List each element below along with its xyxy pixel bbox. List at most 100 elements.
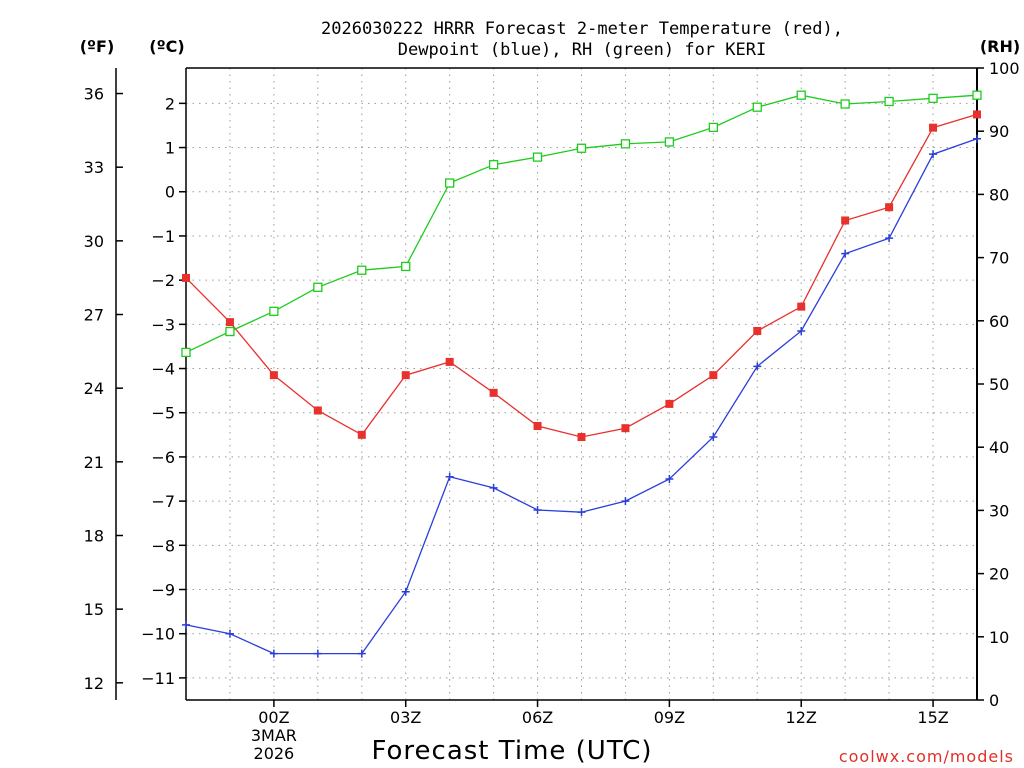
celsius-tick-label: −8 <box>151 536 175 555</box>
temperature-point <box>665 399 674 408</box>
fahrenheit-unit-label: (ºF) <box>80 37 115 56</box>
rh-tick-label: 90 <box>989 122 1009 141</box>
temperature-point <box>225 318 234 327</box>
x-tick-label: 03Z <box>390 708 421 727</box>
rh-tick-label: 40 <box>989 438 1009 457</box>
rh-point <box>445 178 455 188</box>
celsius-tick-label: −1 <box>151 227 175 246</box>
data-series <box>181 90 982 658</box>
temperature-point <box>401 371 410 380</box>
x-date-label: 2026 <box>254 744 295 763</box>
x-tick-label: 09Z <box>654 708 685 727</box>
celsius-unit-label: (ºC) <box>149 37 184 56</box>
celsius-tick-label: 0 <box>165 183 175 202</box>
temperature-point <box>797 302 806 311</box>
temperature-point <box>577 433 586 442</box>
gridlines <box>186 68 977 700</box>
rh-point <box>225 326 235 337</box>
celsius-tick-label: −5 <box>151 404 175 423</box>
rh-point <box>796 90 806 100</box>
rh-point <box>928 93 938 103</box>
fahrenheit-tick-label: 33 <box>84 158 104 177</box>
dewpoint-point <box>797 326 806 335</box>
temperature-point <box>973 110 981 119</box>
rh-point <box>181 347 191 358</box>
temperature-point <box>445 357 454 366</box>
dewpoint-point <box>357 649 366 658</box>
celsius-tick-label: −10 <box>141 625 175 644</box>
chart-title-line-2: Dewpoint (blue), RH (green) for KERI <box>398 40 766 60</box>
fahrenheit-tick-label: 15 <box>84 600 104 619</box>
celsius-tick-label: −4 <box>151 360 175 379</box>
dewpoint-point <box>445 472 454 481</box>
celsius-tick-label: 1 <box>165 139 175 158</box>
temperature-point <box>357 430 366 439</box>
temperature-point <box>709 371 718 380</box>
x-tick-label: 00Z <box>258 708 289 727</box>
celsius-tick-label: −7 <box>151 492 175 511</box>
credit-label: coolwx.com/models <box>839 747 1014 766</box>
temperature-line <box>185 113 978 438</box>
rh-point <box>752 102 762 112</box>
rh-unit-label: (RH) <box>980 37 1020 56</box>
dewpoint-point <box>929 150 938 159</box>
dewpoint-point <box>269 649 278 658</box>
temperature-point <box>313 406 322 415</box>
rh-point <box>488 160 499 170</box>
rh-point <box>664 137 675 147</box>
fahrenheit-tick-label: 27 <box>84 306 104 325</box>
dewpoint-point <box>841 249 850 258</box>
fahrenheit-tick-label: 18 <box>84 526 104 545</box>
fahrenheit-tick-label: 24 <box>84 379 104 398</box>
rh-point <box>708 122 718 133</box>
temperature-point <box>489 388 498 397</box>
axes: 210−1−2−3−4−5−6−7−8−9−10−113633302724211… <box>84 59 1020 763</box>
dewpoint-point <box>225 629 234 638</box>
rh-tick-label: 10 <box>989 628 1009 647</box>
temperature-point <box>841 216 850 225</box>
celsius-tick-label: −6 <box>151 448 175 467</box>
rh-point <box>972 90 982 100</box>
rh-tick-label: 0 <box>989 691 999 710</box>
fahrenheit-tick-label: 36 <box>84 85 104 104</box>
rh-point <box>620 139 631 149</box>
dewpoint-point <box>533 505 542 514</box>
chart-title-line-1: 2026030222 HRRR Forecast 2-meter Tempera… <box>321 19 843 39</box>
celsius-tick-label: 2 <box>165 94 175 113</box>
rh-point <box>269 306 279 316</box>
dewpoint-point <box>973 134 981 143</box>
dewpoint-point <box>753 362 762 371</box>
fahrenheit-tick-label: 30 <box>84 232 104 251</box>
dewpoint-point <box>709 433 718 442</box>
temperature-point <box>885 203 894 212</box>
temperature-point <box>269 371 278 380</box>
dewpoint-point <box>621 497 630 506</box>
celsius-tick-label: −3 <box>151 315 175 334</box>
fahrenheit-tick-label: 21 <box>84 453 104 472</box>
rh-tick-label: 80 <box>989 185 1009 204</box>
temperature-point <box>621 424 630 433</box>
rh-point <box>401 261 411 272</box>
rh-point <box>357 265 367 275</box>
rh-tick-label: 30 <box>989 501 1009 520</box>
rh-point <box>884 96 894 107</box>
rh-point <box>532 152 543 162</box>
dewpoint-point <box>489 483 498 492</box>
rh-tick-label: 70 <box>989 249 1009 268</box>
x-tick-label: 12Z <box>786 708 817 727</box>
celsius-tick-label: −2 <box>151 271 175 290</box>
rh-point <box>576 143 587 153</box>
dewpoint-point <box>182 620 190 629</box>
fahrenheit-tick-label: 12 <box>84 674 104 693</box>
x-tick-label: 15Z <box>917 708 948 727</box>
x-axis-title: Forecast Time (UTC) <box>371 736 652 766</box>
rh-tick-label: 60 <box>989 312 1009 331</box>
x-tick-label: 06Z <box>522 708 553 727</box>
dewpoint-point <box>401 587 410 596</box>
dewpoint-point <box>665 475 674 484</box>
dewpoint-point <box>313 649 322 658</box>
rh-tick-label: 100 <box>989 59 1020 78</box>
rh-point <box>313 282 323 292</box>
x-date-label: 3MAR <box>251 726 297 745</box>
